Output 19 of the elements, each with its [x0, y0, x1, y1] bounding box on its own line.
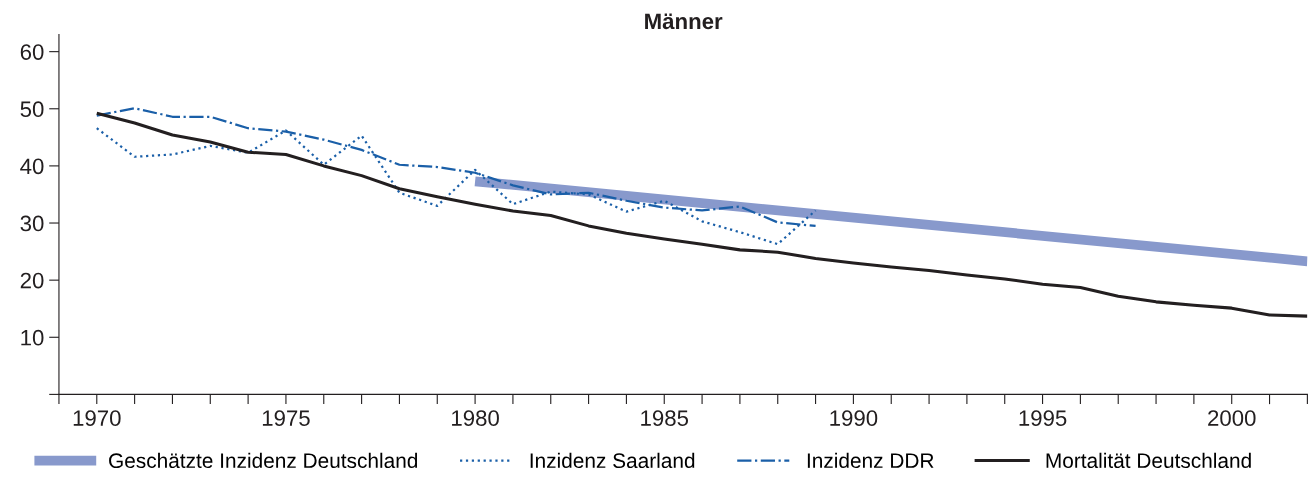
chart-title: Männer [645, 13, 723, 30]
y-tick-label: 50 [20, 101, 44, 118]
x-tick-label: 1995 [1019, 410, 1067, 426]
legend-label: Inzidenz Saarland [530, 452, 695, 469]
x-tick-label: 1980 [452, 410, 499, 426]
x-tick-label: 2000 [1208, 410, 1256, 426]
x-tick-label: 1975 [262, 410, 310, 426]
x-tick-label: 1970 [73, 410, 121, 426]
x-tick-label: 1990 [830, 410, 878, 426]
legend-label: Inzidenz DDR [807, 452, 934, 469]
y-tick-label: 30 [20, 215, 44, 232]
y-tick-label: 40 [20, 158, 44, 175]
line-series [95, 111, 1308, 318]
legend-label: Geschätzte Inzidenz Deutschland [109, 452, 418, 469]
y-tick-label: 60 [20, 44, 44, 60]
legend-label: Mortalität Deutschland [1046, 452, 1251, 469]
x-tick-label: 1985 [641, 410, 689, 426]
y-tick-label: 20 [20, 272, 44, 289]
y-tick-label: 10 [21, 329, 44, 346]
